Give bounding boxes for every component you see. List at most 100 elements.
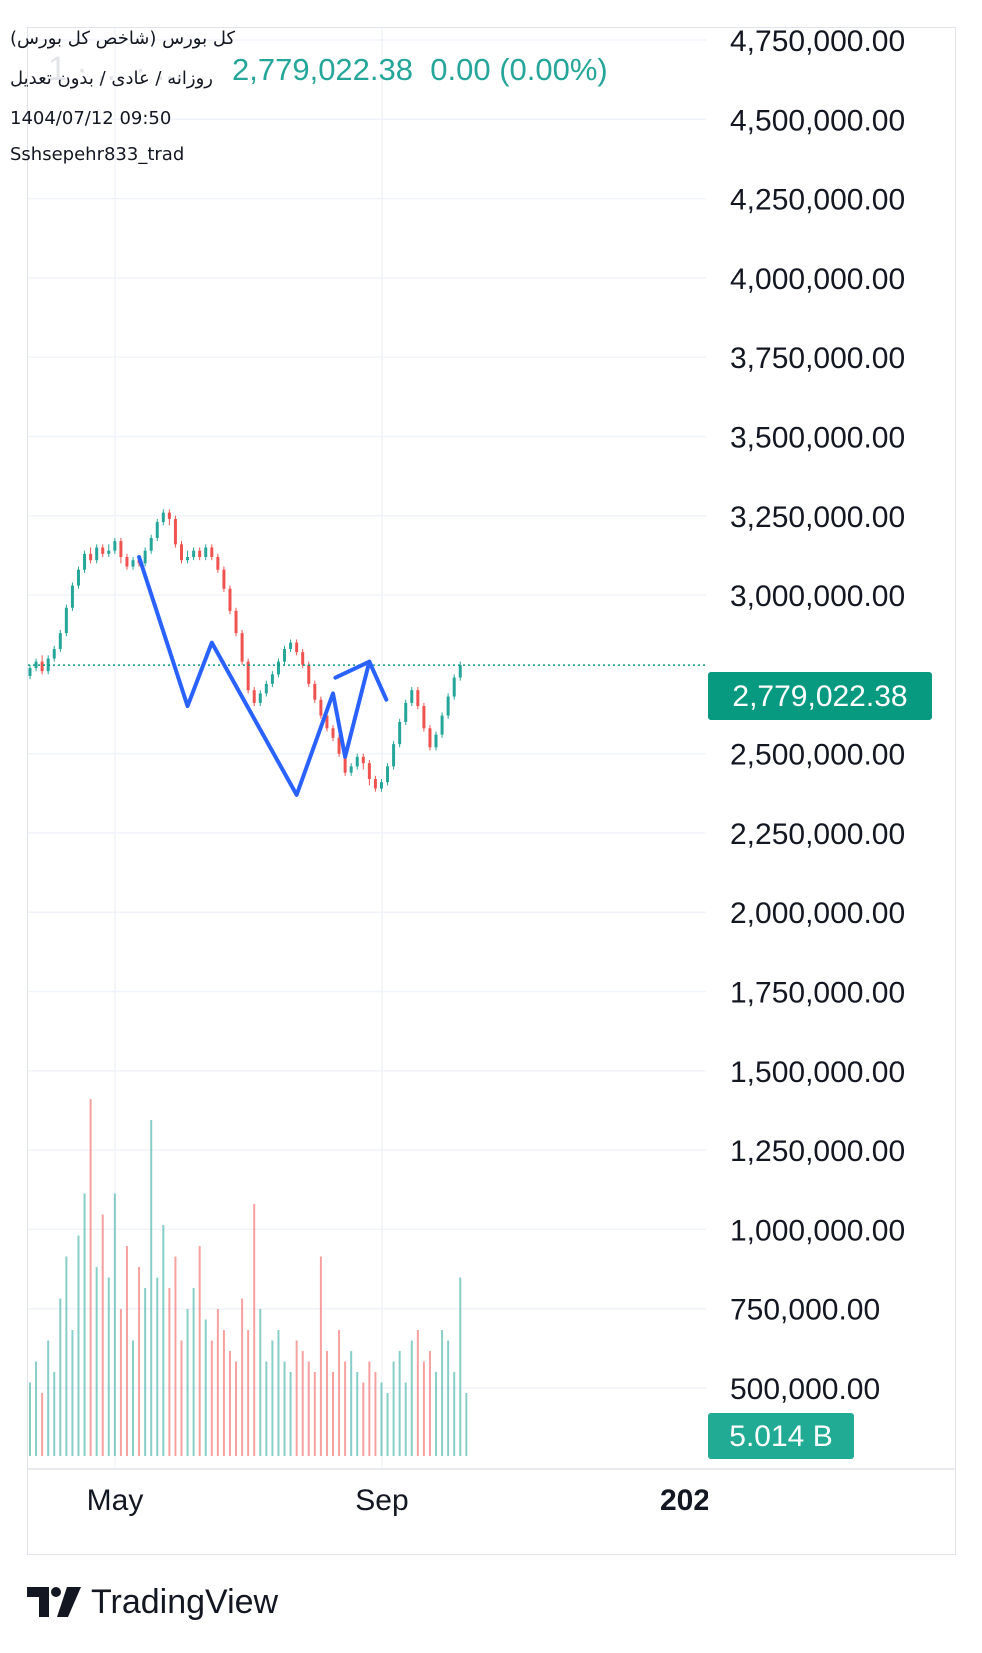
drawing-arrowhead [333, 659, 389, 702]
volume-bar [29, 1382, 31, 1456]
candle [40, 655, 44, 675]
y-tick-label: 4,250,000.00 [730, 184, 905, 217]
volume-bar [350, 1351, 353, 1456]
candle [161, 509, 165, 526]
volume-bar [235, 1361, 238, 1456]
candle [289, 639, 293, 653]
current-price: 2,779,022.38 [232, 52, 414, 87]
legend-datetime: 1404/07/12 09:50 [10, 108, 172, 129]
x-tick-label: 2026 [660, 1484, 727, 1517]
candle [228, 585, 232, 615]
legend-author: Sshsepehr833_trad [10, 144, 185, 165]
candle [204, 544, 208, 561]
tradingview-brand[interactable]: TradingView [27, 1582, 278, 1622]
candle [246, 658, 250, 694]
y-tick-label: 3,750,000.00 [730, 342, 905, 375]
volume-bar [174, 1256, 177, 1456]
candle [367, 759, 371, 786]
volume-bar [241, 1298, 244, 1456]
candle [113, 537, 117, 554]
candle [410, 687, 414, 707]
candle [446, 693, 450, 719]
volume-bar [119, 1309, 122, 1456]
volume-bar [186, 1309, 189, 1456]
volume-bar [283, 1361, 286, 1456]
volume-bar [362, 1382, 365, 1456]
volume-bar [47, 1340, 50, 1456]
candle [210, 544, 214, 561]
volume-bar [271, 1340, 274, 1456]
legend-symbol[interactable]: کل بورس (شاخص کل بورس) [10, 28, 236, 49]
price-readout: 2,779,022.38 0.00 (0.00%) [232, 52, 608, 88]
candle [107, 544, 111, 557]
candle [416, 687, 420, 710]
candle [258, 690, 262, 707]
volume-bar [247, 1330, 250, 1456]
y-tick-label: 2,250,000.00 [730, 818, 905, 851]
volume-bar [150, 1120, 153, 1456]
candle [149, 534, 153, 554]
volume-bar [156, 1277, 159, 1456]
volume-bar [380, 1382, 383, 1456]
candle [89, 547, 93, 564]
candlesticks [28, 509, 462, 792]
candle [52, 645, 56, 662]
candle [180, 541, 183, 564]
candle [458, 661, 462, 681]
volume-bar [210, 1340, 213, 1456]
candle [386, 763, 390, 786]
candle [392, 740, 396, 770]
candle [119, 537, 123, 564]
volume-bar [89, 1099, 92, 1456]
candle [349, 763, 353, 776]
candle [283, 645, 287, 665]
candle [143, 547, 147, 567]
volume-bar [65, 1256, 68, 1456]
candle [222, 566, 226, 592]
trend-drawing[interactable] [137, 554, 389, 797]
candle [404, 699, 408, 726]
volume-bar [422, 1361, 425, 1456]
volume-bar [204, 1319, 207, 1456]
x-axis[interactable]: May Sep 2026 [87, 1484, 727, 1517]
y-tick-label: 1,500,000.00 [730, 1056, 905, 1089]
volume-bar [344, 1361, 347, 1456]
volume-bar [132, 1340, 135, 1456]
volume-bar [41, 1393, 44, 1456]
candle [452, 674, 456, 700]
candle [313, 680, 317, 703]
volume-bars [29, 1099, 468, 1456]
price-label-text: 2,779,022.38 [732, 680, 907, 713]
volume-bar [313, 1372, 316, 1456]
volume-bar [386, 1393, 389, 1456]
y-tick-label: 4,500,000.00 [730, 104, 905, 137]
volume-bar [125, 1246, 128, 1456]
candle [319, 696, 323, 719]
volume-bar [228, 1351, 231, 1456]
volume-bar [265, 1361, 268, 1456]
candle [76, 566, 80, 589]
chart-frame [27, 27, 956, 1555]
legend-interval: روزانه / عادی / بدون تعدیل [10, 68, 213, 89]
volume-bar [441, 1330, 444, 1456]
y-axis[interactable]: 4,750,000.00 4,500,000.00 4,250,000.00 4,00… [730, 25, 905, 1406]
candle [192, 547, 196, 561]
candle [295, 639, 299, 656]
volume-bar [101, 1214, 104, 1456]
volume-bar [144, 1288, 147, 1456]
volume-bar [332, 1372, 334, 1456]
volume-bar [459, 1277, 462, 1456]
volume-bar [71, 1330, 74, 1456]
volume-bar [338, 1330, 341, 1456]
volume-bar [162, 1225, 165, 1456]
volume-bar [95, 1267, 98, 1456]
y-tick-label: 4,000,000.00 [730, 263, 905, 296]
drawing-path[interactable] [137, 554, 372, 797]
candle [264, 680, 268, 697]
candle [101, 544, 105, 557]
candle [28, 664, 32, 680]
candle [131, 556, 135, 570]
volume-bar [301, 1351, 304, 1456]
volume-bar [416, 1330, 419, 1456]
